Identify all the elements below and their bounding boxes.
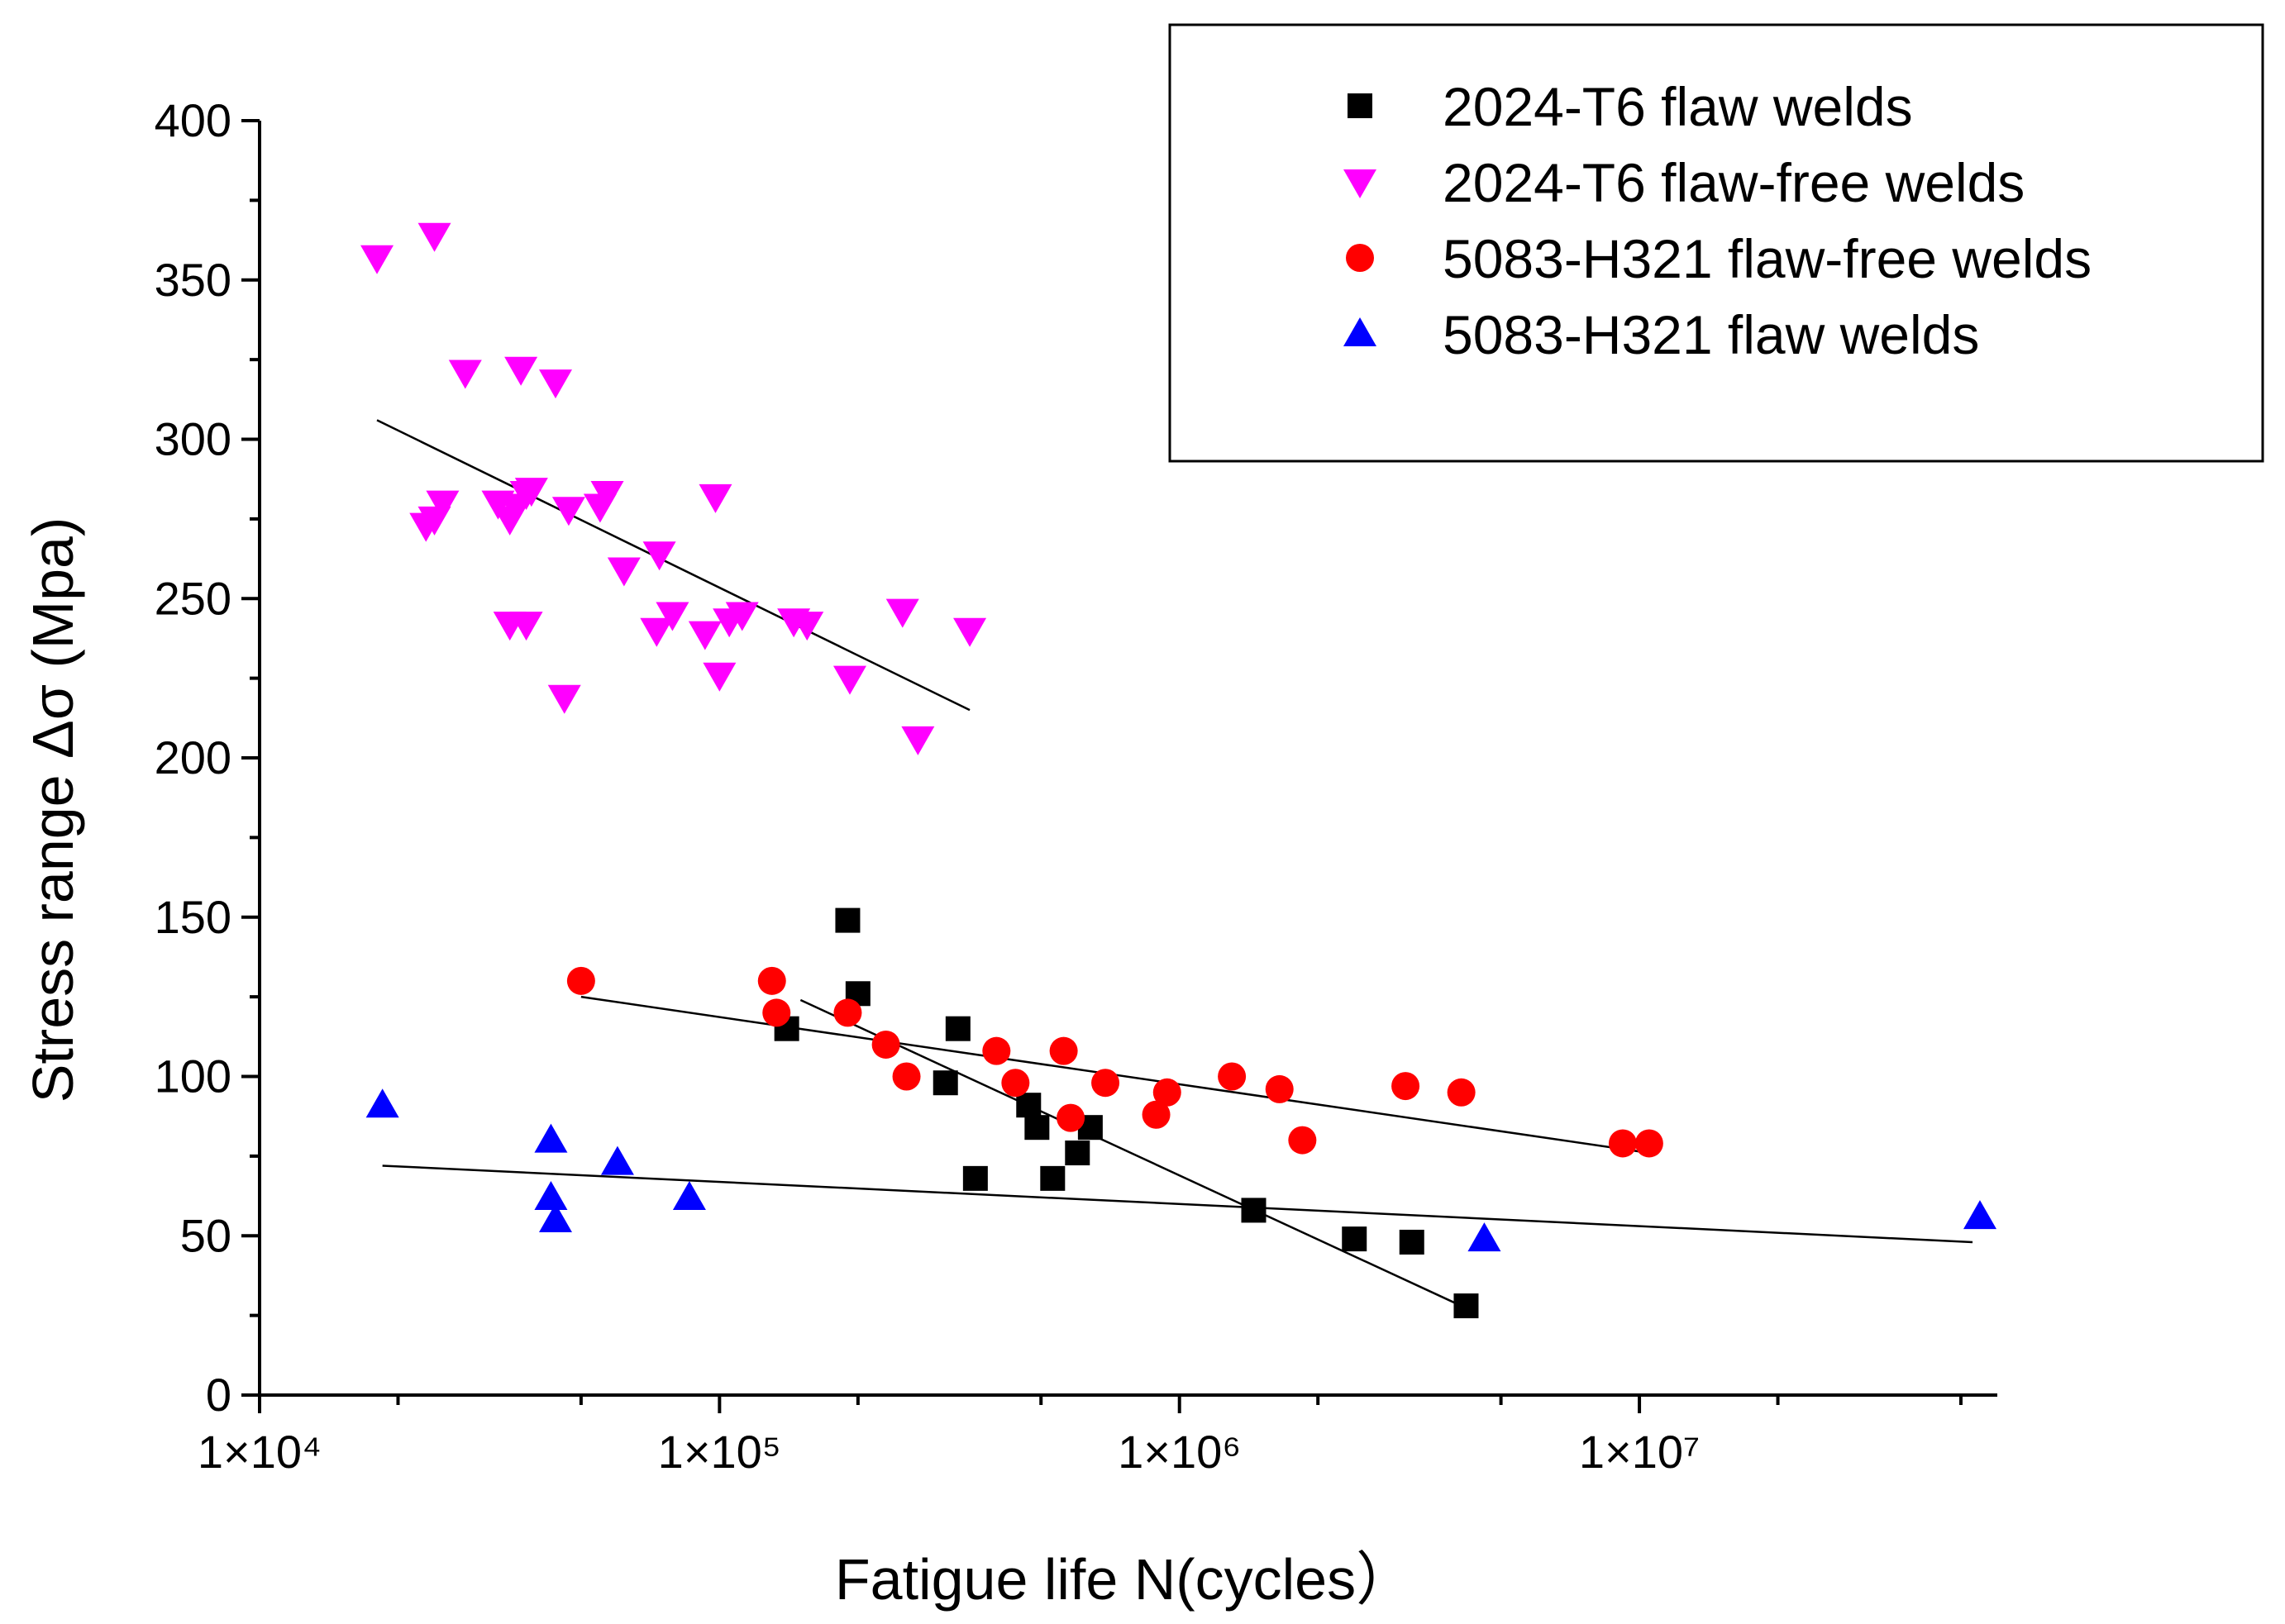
trend-line — [376, 419, 971, 712]
data-point — [590, 481, 624, 511]
y-tick-label: 0 — [206, 1369, 231, 1421]
legend-marker — [1343, 317, 1376, 346]
data-point — [699, 483, 732, 513]
x-tick-label: 1×10⁶ — [1118, 1426, 1241, 1478]
data-point — [1634, 1129, 1663, 1158]
data-point — [688, 621, 722, 650]
data-point — [1040, 1165, 1066, 1191]
data-point — [1065, 1141, 1090, 1166]
data-point — [1453, 1293, 1479, 1319]
data-point — [656, 602, 689, 631]
x-tick-label: 1×10⁴ — [198, 1426, 322, 1478]
y-tick-label: 300 — [155, 413, 231, 465]
x-tick-label: 1×10⁵ — [658, 1426, 781, 1478]
y-tick-label: 400 — [155, 94, 231, 146]
legend-marker — [1348, 93, 1372, 118]
data-point — [642, 541, 676, 571]
y-tick-label: 250 — [155, 572, 231, 624]
legend-label: 2024-T6 flaw-free welds — [1443, 152, 2025, 213]
data-point — [945, 1016, 971, 1041]
data-point — [1265, 1074, 1294, 1103]
data-point — [757, 966, 786, 995]
data-point — [1342, 1226, 1367, 1252]
data-point — [509, 612, 543, 641]
data-point — [607, 557, 641, 587]
data-point — [566, 966, 595, 995]
data-point — [953, 617, 987, 647]
data-point — [1241, 1198, 1267, 1223]
legend-entry: 5083-H321 flaw welds — [1343, 304, 1979, 365]
data-point — [448, 360, 482, 389]
legend-label: 5083-H321 flaw welds — [1443, 304, 1979, 365]
data-point — [534, 1180, 568, 1210]
data-point — [640, 617, 674, 647]
y-tick-label: 350 — [155, 254, 231, 306]
legend-entry: 2024-T6 flaw welds — [1348, 76, 1913, 137]
y-ticks: 0 50 100 150 200 250 300 350 400 — [155, 94, 260, 1421]
data-point — [1049, 1036, 1078, 1065]
data-point — [762, 998, 791, 1027]
legend-entry: 2024-T6 flaw-free welds — [1343, 152, 2025, 213]
y-tick-label: 150 — [155, 891, 231, 943]
legend-label: 5083-H321 flaw-free welds — [1443, 228, 2092, 289]
data-point — [1024, 1115, 1050, 1141]
data-point — [835, 907, 861, 933]
data-point — [1391, 1072, 1420, 1101]
data-point — [832, 665, 866, 695]
data-point — [833, 998, 862, 1027]
data-point — [538, 369, 572, 399]
data-point — [426, 490, 460, 520]
data-point — [1016, 1093, 1042, 1118]
data-point — [1399, 1229, 1424, 1255]
data-point — [1963, 1200, 1996, 1230]
data-point — [417, 222, 451, 252]
data-point — [901, 726, 935, 755]
data-point — [1001, 1069, 1030, 1098]
trend-line — [382, 1164, 1973, 1244]
x-axis-title: Fatigue life N(cycles） — [835, 1547, 1414, 1612]
data-point — [1608, 1129, 1637, 1158]
data-point — [885, 598, 919, 628]
legend-entry: 5083-H321 flaw-free welds — [1346, 228, 2092, 289]
data-point — [1288, 1126, 1317, 1155]
data-point — [871, 1030, 900, 1059]
legend-label: 2024-T6 flaw welds — [1443, 76, 1913, 137]
data-point — [504, 356, 538, 386]
x-tick-label: 1×10⁷ — [1579, 1426, 1700, 1478]
data-point — [360, 245, 394, 274]
y-tick-label: 200 — [155, 731, 231, 783]
data-point — [703, 662, 737, 692]
data-point — [962, 1165, 988, 1191]
data-point — [365, 1088, 399, 1118]
data-point — [538, 1203, 572, 1232]
data-point — [600, 1145, 634, 1175]
data-point — [1467, 1222, 1501, 1252]
data-points — [360, 222, 1996, 1319]
data-point — [1218, 1062, 1247, 1091]
data-point — [1057, 1103, 1085, 1132]
y-tick-label: 100 — [155, 1050, 231, 1103]
data-point — [547, 684, 581, 714]
data-point — [534, 1123, 568, 1153]
x-ticks: 1×10⁴ 1×10⁵ 1×10⁶ 1×10⁷ — [198, 1395, 1963, 1478]
y-axis-title: Stress range Δσ (Mpa) — [21, 517, 85, 1103]
data-point — [790, 612, 824, 641]
y-tick-label: 50 — [180, 1209, 231, 1261]
data-point — [551, 497, 585, 526]
data-point — [892, 1062, 921, 1091]
data-point — [514, 478, 548, 507]
data-point — [982, 1036, 1011, 1065]
data-point — [1152, 1078, 1181, 1107]
data-point — [1091, 1069, 1120, 1098]
data-point — [933, 1070, 958, 1096]
data-point — [1447, 1078, 1476, 1107]
legend-marker — [1346, 244, 1374, 272]
legend-marker — [1343, 169, 1376, 198]
data-point — [725, 602, 759, 631]
trend-line — [799, 998, 1462, 1307]
legend: 2024-T6 flaw welds 2024-T6 flaw-free weld… — [1168, 23, 2264, 463]
data-point — [672, 1180, 706, 1210]
data-point — [1142, 1100, 1171, 1129]
